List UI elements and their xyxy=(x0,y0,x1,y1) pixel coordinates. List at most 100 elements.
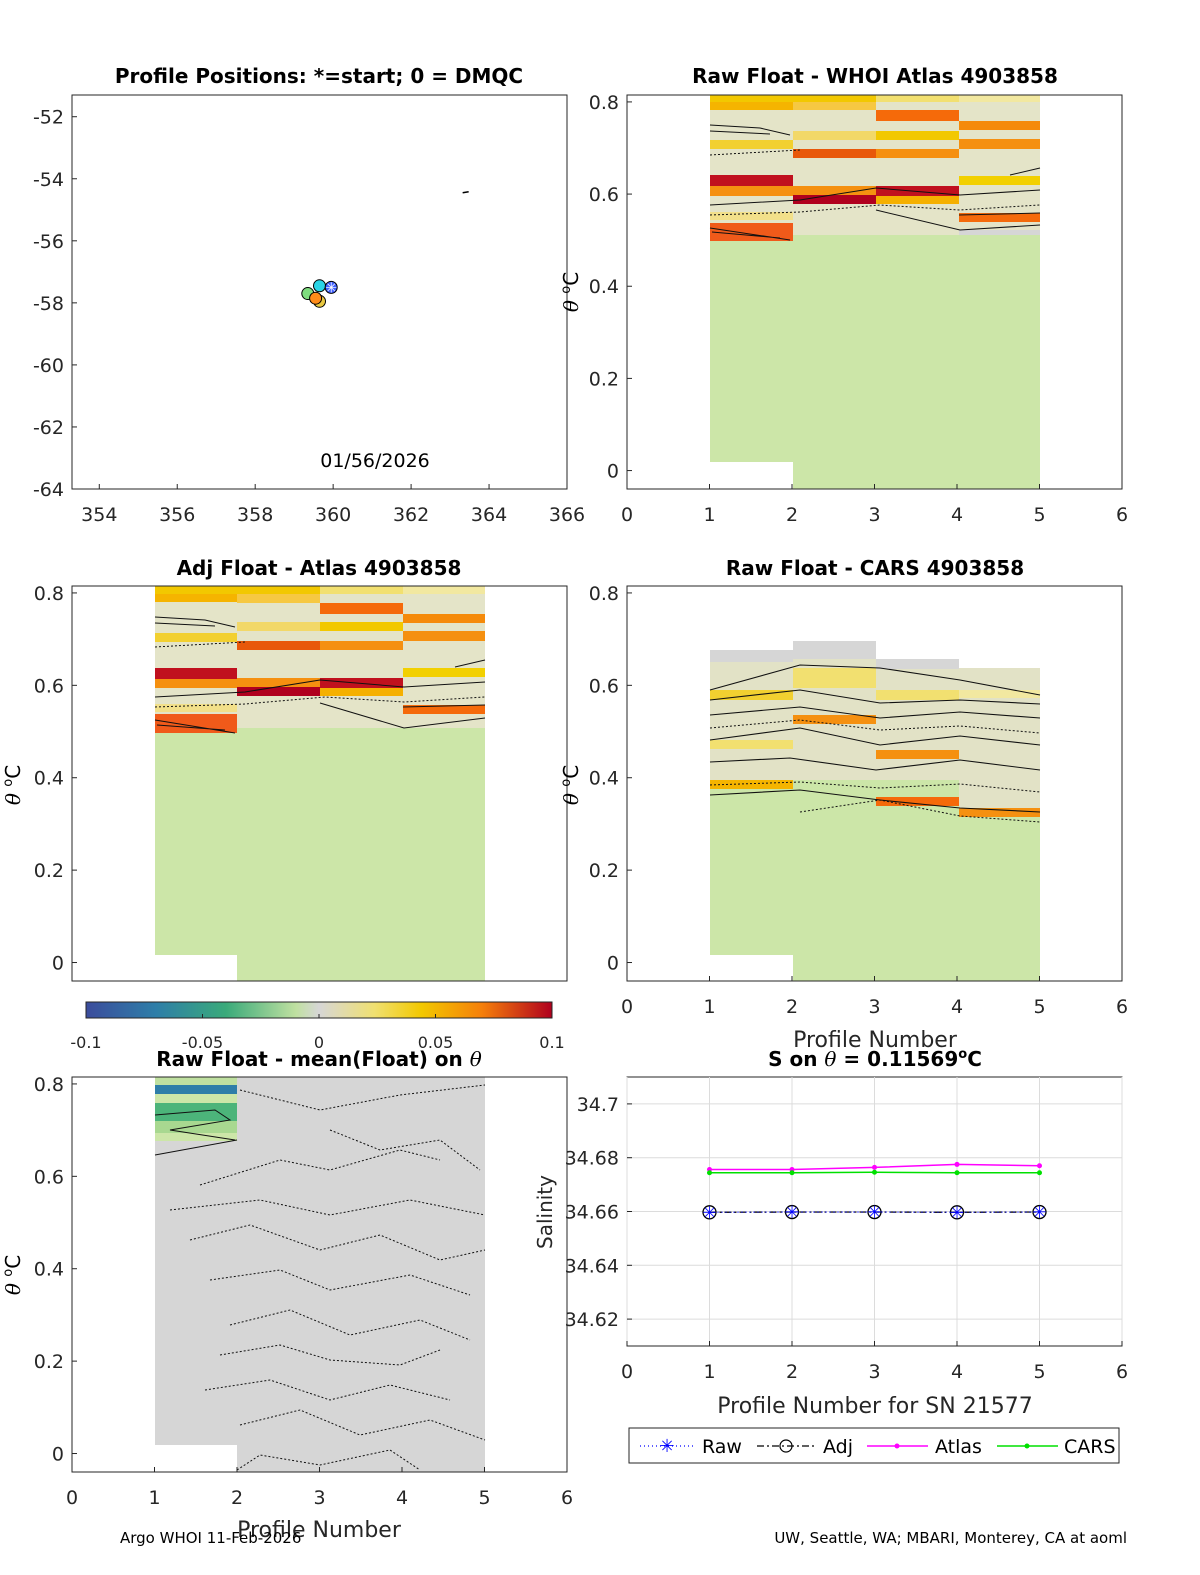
raw-mean-ytick-label: 0.8 xyxy=(34,1074,64,1096)
adj-atlas-heatmap xyxy=(154,586,486,981)
raw-cars-xtick-label: 1 xyxy=(703,996,715,1018)
adj-point xyxy=(1032,1204,1047,1220)
adj-point xyxy=(867,1204,882,1220)
raw-mean-ytick-label: 0 xyxy=(52,1444,64,1466)
positions-ytick-label: -62 xyxy=(33,417,64,439)
positions-title: Profile Positions: *=start; 0 = DMQC xyxy=(115,64,523,88)
colorbar-tick-label: 0.1 xyxy=(539,1033,564,1052)
raw-mean-title: Raw Float - mean(Float) on θ xyxy=(156,1047,482,1071)
colorbar-tick-label: -0.1 xyxy=(70,1033,101,1052)
raw-whoi-panel: 0 1 2 3 4 5 6 0 0.2 0.4 0.6 0.8 θ oC xyxy=(559,92,1128,526)
raw-mean-x-ticks: 0 1 2 3 4 5 6 xyxy=(66,1467,573,1509)
raw-mean-ytick-label: 0.6 xyxy=(34,1166,64,1188)
salinity-ytick-label: 34.66 xyxy=(565,1202,619,1224)
legend-atlas-marker xyxy=(894,1443,900,1449)
adj-atlas-ytick-label: 0 xyxy=(52,953,64,975)
positions-xtick-label: 354 xyxy=(81,504,117,526)
raw-whoi-ytick-label: 0.2 xyxy=(589,368,619,390)
raw-cars-panel: 0 1 2 3 4 5 6 0 0.2 0.4 0.6 0.8 Profile Number θ o… xyxy=(559,583,1128,1053)
salinity-panel: 0 1 2 3 4 5 6 34.62 34.64 34.66 34.68 34.7 ✳ ✳ ✳ ✳ ✳ P… xyxy=(533,1076,1128,1464)
raw-mean-xtick-label: 6 xyxy=(561,1487,573,1509)
bathymetry-contour xyxy=(462,190,469,194)
adj-atlas-ytick-label: 0.8 xyxy=(34,583,64,605)
positions-points: ✳ xyxy=(301,190,469,308)
raw-whoi-ytick-label: 0.8 xyxy=(589,92,619,114)
raw-whoi-ytick-label: 0.6 xyxy=(589,184,619,206)
raw-point: ✳ xyxy=(785,1203,799,1223)
cars-point xyxy=(954,1170,960,1176)
adj-atlas-axes-box xyxy=(71,585,568,982)
raw-whoi-xtick-label: 3 xyxy=(868,504,880,526)
raw-cars-x-ticks: 0 1 2 3 4 5 6 xyxy=(621,976,1128,1018)
positions-xtick-label: 366 xyxy=(549,504,585,526)
salinity-xtick-label: 4 xyxy=(951,1361,963,1383)
salinity-xtick-label: 1 xyxy=(703,1361,715,1383)
raw-cars-ytick-label: 0.2 xyxy=(589,860,619,882)
raw-cars-y-ticks: 0 0.2 0.4 0.6 0.8 xyxy=(589,583,632,975)
positions-xtick-label: 360 xyxy=(315,504,351,526)
raw-whoi-xtick-label: 1 xyxy=(703,504,715,526)
raw-cars-ytick-label: 0.4 xyxy=(589,768,619,790)
salinity-xtick-label: 5 xyxy=(1033,1361,1045,1383)
salinity-ytick-label: 34.62 xyxy=(565,1309,619,1331)
raw-cars-xtick-label: 6 xyxy=(1116,996,1128,1018)
raw-cars-ytick-label: 0.8 xyxy=(589,583,619,605)
salinity-ytick-label: 34.7 xyxy=(577,1094,619,1116)
raw-cars-title: Raw Float - CARS 4903858 xyxy=(726,556,1024,580)
start-star-marker: ✳ xyxy=(325,280,337,296)
raw-cars-xtick-label: 2 xyxy=(786,996,798,1018)
positions-ytick-label: -60 xyxy=(33,355,64,377)
atlas-point xyxy=(1037,1163,1042,1169)
raw-mean-heatmap xyxy=(154,1077,486,1472)
positions-xtick-label: 356 xyxy=(159,504,195,526)
adj-atlas-title: Adj Float - Atlas 4903858 xyxy=(177,556,462,580)
raw-whoi-x-ticks: 0 1 2 3 4 5 6 xyxy=(621,484,1128,526)
positions-xtick-label: 362 xyxy=(393,504,429,526)
footer-right: UW, Seattle, WA; MBARI, Monterey, CA at … xyxy=(774,1529,1127,1547)
positions-ytick-label: -52 xyxy=(33,107,64,129)
raw-point: ✳ xyxy=(1032,1203,1046,1223)
raw-point: ✳ xyxy=(867,1203,881,1223)
raw-whoi-xtick-label: 0 xyxy=(621,504,633,526)
raw-mean-ylabel: θ oC xyxy=(1,1255,25,1295)
positions-ytick-label: -56 xyxy=(33,231,64,253)
legend-adj-label: Adj xyxy=(823,1436,853,1458)
positions-ytick-label: -54 xyxy=(33,169,64,191)
salinity-y-ticks: 34.62 34.64 34.66 34.68 34.7 xyxy=(565,1094,632,1331)
colorbar: -0.1 -0.05 0 0.05 0.1 xyxy=(70,1001,565,1052)
raw-cars-xtick-label: 5 xyxy=(1033,996,1045,1018)
profile-position-marker xyxy=(309,291,323,305)
footer-left: Argo WHOI 11-Feb-2026 xyxy=(120,1529,301,1547)
legend-raw-label: Raw xyxy=(702,1436,742,1458)
legend-cars-label: CARS xyxy=(1064,1436,1116,1458)
salinity-ytick-label: 34.68 xyxy=(565,1148,619,1170)
raw-cars-xlabel: Profile Number xyxy=(793,1028,958,1053)
raw-whoi-xtick-label: 5 xyxy=(1033,504,1045,526)
positions-ytick-label: -58 xyxy=(33,293,64,315)
colorbar-ticks: -0.1 -0.05 0 0.05 0.1 xyxy=(70,1014,565,1052)
raw-mean-xlabel: Profile Number xyxy=(237,1518,402,1543)
raw-whoi-xtick-label: 6 xyxy=(1116,504,1128,526)
raw-mean-xtick-label: 4 xyxy=(396,1487,408,1509)
raw-whoi-ytick-label: 0 xyxy=(607,461,619,483)
raw-whoi-ylabel: θ oC xyxy=(559,272,583,312)
raw-cars-heatmap xyxy=(709,641,1041,981)
adj-atlas-panel: 0 0.2 0.4 0.6 0.8 θ oC xyxy=(1,583,568,982)
raw-mean-ytick-label: 0.4 xyxy=(34,1259,64,1281)
adj-point xyxy=(949,1205,965,1220)
positions-xtick-label: 358 xyxy=(237,504,273,526)
raw-mean-ytick-label: 0.2 xyxy=(34,1351,64,1373)
adj-atlas-ylabel: θ oC xyxy=(1,765,25,805)
raw-cars-xtick-label: 3 xyxy=(868,996,880,1018)
raw-cars-ytick-label: 0 xyxy=(607,953,619,975)
raw-mean-xtick-label: 5 xyxy=(478,1487,490,1509)
atlas-point xyxy=(872,1164,877,1170)
legend-raw-marker: ✳ xyxy=(659,1436,674,1457)
raw-whoi-title: Raw Float - WHOI Atlas 4903858 xyxy=(692,64,1058,88)
salinity-series: ✳ ✳ ✳ ✳ ✳ xyxy=(702,1161,1047,1223)
profile-position-marker xyxy=(313,279,326,293)
raw-point: ✳ xyxy=(702,1203,716,1223)
raw-mean-y-ticks: 0 0.2 0.4 0.6 0.8 xyxy=(34,1074,77,1466)
raw-cars-ytick-label: 0.6 xyxy=(589,675,619,697)
